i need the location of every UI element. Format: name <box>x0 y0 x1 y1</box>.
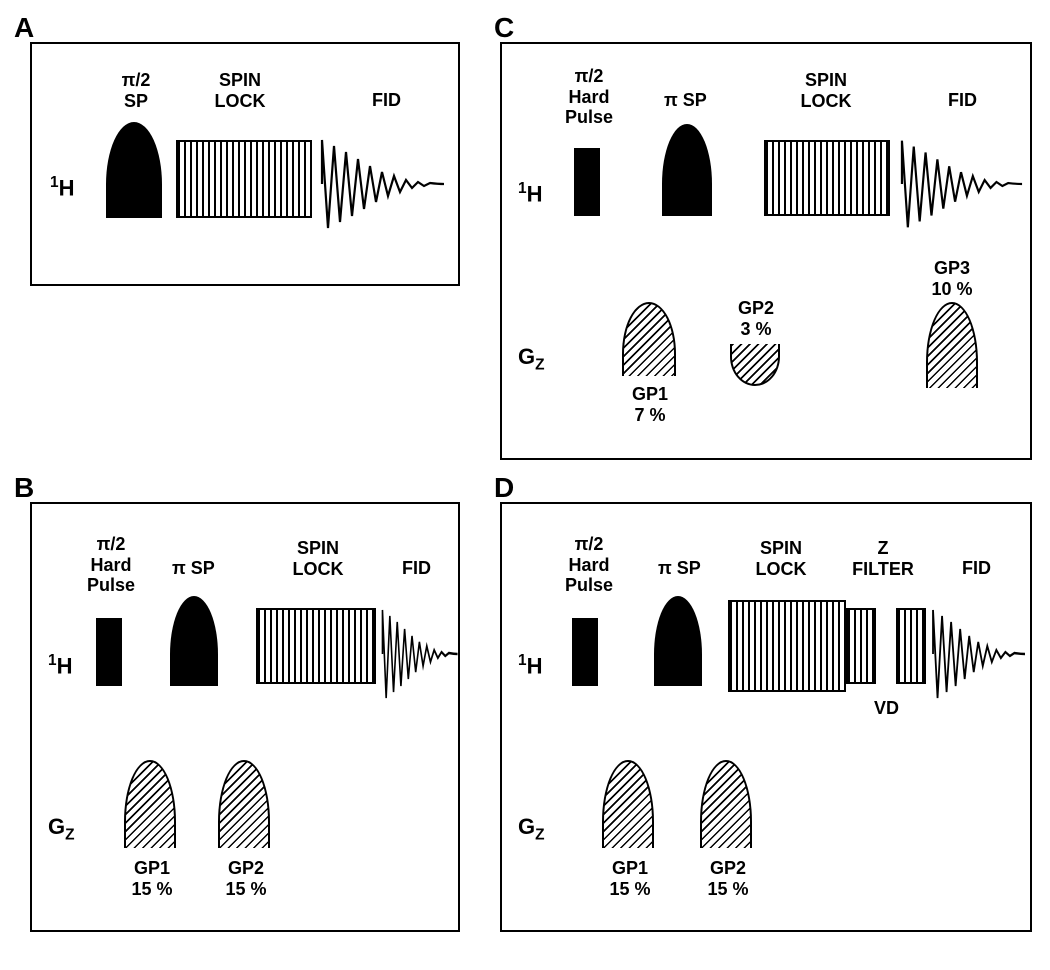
panel-b-gp1-label: GP1 15 % <box>122 858 182 899</box>
panel-c-fid-label: FID <box>948 90 977 111</box>
panel-a-label: A <box>14 12 34 44</box>
panel-b-frame: 1H GZ π/2 Hard Pulse π SP SPINLOCK FID <box>30 502 460 932</box>
panel-c-1h-label: 1H <box>518 180 542 207</box>
panel-c-pisp-pulse <box>662 124 712 216</box>
panel-d-spinlock-label: SPINLOCK <box>746 538 816 579</box>
panel-c-hard-pulse <box>574 148 600 216</box>
panel-c-pisp-label: π SP <box>664 90 707 111</box>
panel-a-spinlock-label: SPINLOCK <box>200 70 280 111</box>
panel-c-gp3-label: GP3 10 % <box>926 258 978 299</box>
panel-b-fid-label: FID <box>402 558 431 579</box>
panel-c-spinlock <box>764 140 890 216</box>
panel-c-gp1-label: GP1 7 % <box>620 384 680 425</box>
panel-a-sp-pulse <box>106 122 162 218</box>
panel-a-1h-label: 1H <box>50 174 74 201</box>
panel-c-frame: 1H GZ π/2 Hard Pulse π SP SPINLOCK FID <box>500 42 1032 460</box>
panel-b-gp1 <box>124 760 176 848</box>
panel-c-spinlock-label: SPINLOCK <box>786 70 866 111</box>
panel-c-hard-label: π/2 Hard Pulse <box>560 66 618 128</box>
panel-c-gp2-label: GP2 3 % <box>732 298 780 339</box>
panel-c-gp2 <box>730 344 780 386</box>
panel-d-gp2-label: GP2 15 % <box>698 858 758 899</box>
panel-d-pisp-label: π SP <box>658 558 701 579</box>
panel-b-spinlock <box>256 608 376 684</box>
panel-b-label: B <box>14 472 34 504</box>
panel-d-zfilter-label: ZFILTER <box>848 538 918 579</box>
panel-d-hard-pulse <box>572 618 598 686</box>
panel-a-frame: 1H π/2 SP SPINLOCK FID <box>30 42 460 286</box>
panel-d-gz-label: GZ <box>518 814 545 844</box>
panel-d-zfilter-p1 <box>846 608 876 684</box>
panel-c-gp3 <box>926 302 978 388</box>
panel-b-gp2 <box>218 760 270 848</box>
panel-c-label: C <box>494 12 514 44</box>
panel-d-zfilter-p2 <box>896 608 926 684</box>
panel-d-hard-label: π/2 Hard Pulse <box>560 534 618 596</box>
panel-a: A 1H π/2 SP SPINLOCK FID <box>10 10 480 460</box>
panel-b-gz-label: GZ <box>48 814 75 844</box>
panel-b-spinlock-label: SPINLOCK <box>278 538 358 579</box>
panel-d-frame: 1H GZ π/2 Hard Pulse π SP SPINLOCK <box>500 502 1032 932</box>
panel-d-gp2 <box>700 760 752 848</box>
panel-a-sp-label: π/2 SP <box>112 70 160 111</box>
panel-d-spinlock <box>728 600 846 692</box>
panel-d-vd-label: VD <box>874 698 899 719</box>
panel-c-fid <box>898 134 1026 234</box>
panel-c-gz-label: GZ <box>518 344 545 374</box>
panel-a-fid-label: FID <box>372 90 401 111</box>
panel-d-pisp-pulse <box>654 596 702 686</box>
panel-c-gp1 <box>622 302 676 376</box>
figure-grid: A 1H π/2 SP SPINLOCK FID <box>10 10 1040 960</box>
panel-b: B 1H GZ π/2 Hard Pulse π SP SPINLOCK <box>10 470 480 960</box>
panel-d-gp1 <box>602 760 654 848</box>
panel-b-gp2-label: GP2 15 % <box>216 858 276 899</box>
panel-d-label: D <box>494 472 514 504</box>
panel-d-1h-label: 1H <box>518 652 542 679</box>
panel-d-fid-label: FID <box>962 558 991 579</box>
panel-b-pisp-label: π SP <box>172 558 215 579</box>
panel-a-spinlock <box>176 140 312 218</box>
panel-b-hard-label: π/2 Hard Pulse <box>82 534 140 596</box>
panel-b-1h-label: 1H <box>48 652 72 679</box>
panel-a-fid <box>318 134 448 234</box>
panel-d-fid <box>930 604 1028 704</box>
panel-b-hard-pulse <box>96 618 122 686</box>
panel-d-gp1-label: GP1 15 % <box>600 858 660 899</box>
panel-c: C 1H GZ π/2 Hard Pulse π SP SPINLOCK <box>490 10 1050 460</box>
panel-d: D 1H GZ π/2 Hard Pulse π SP SPINLOCK <box>490 470 1050 960</box>
panel-b-pisp-pulse <box>170 596 218 686</box>
panel-b-fid <box>380 604 460 704</box>
